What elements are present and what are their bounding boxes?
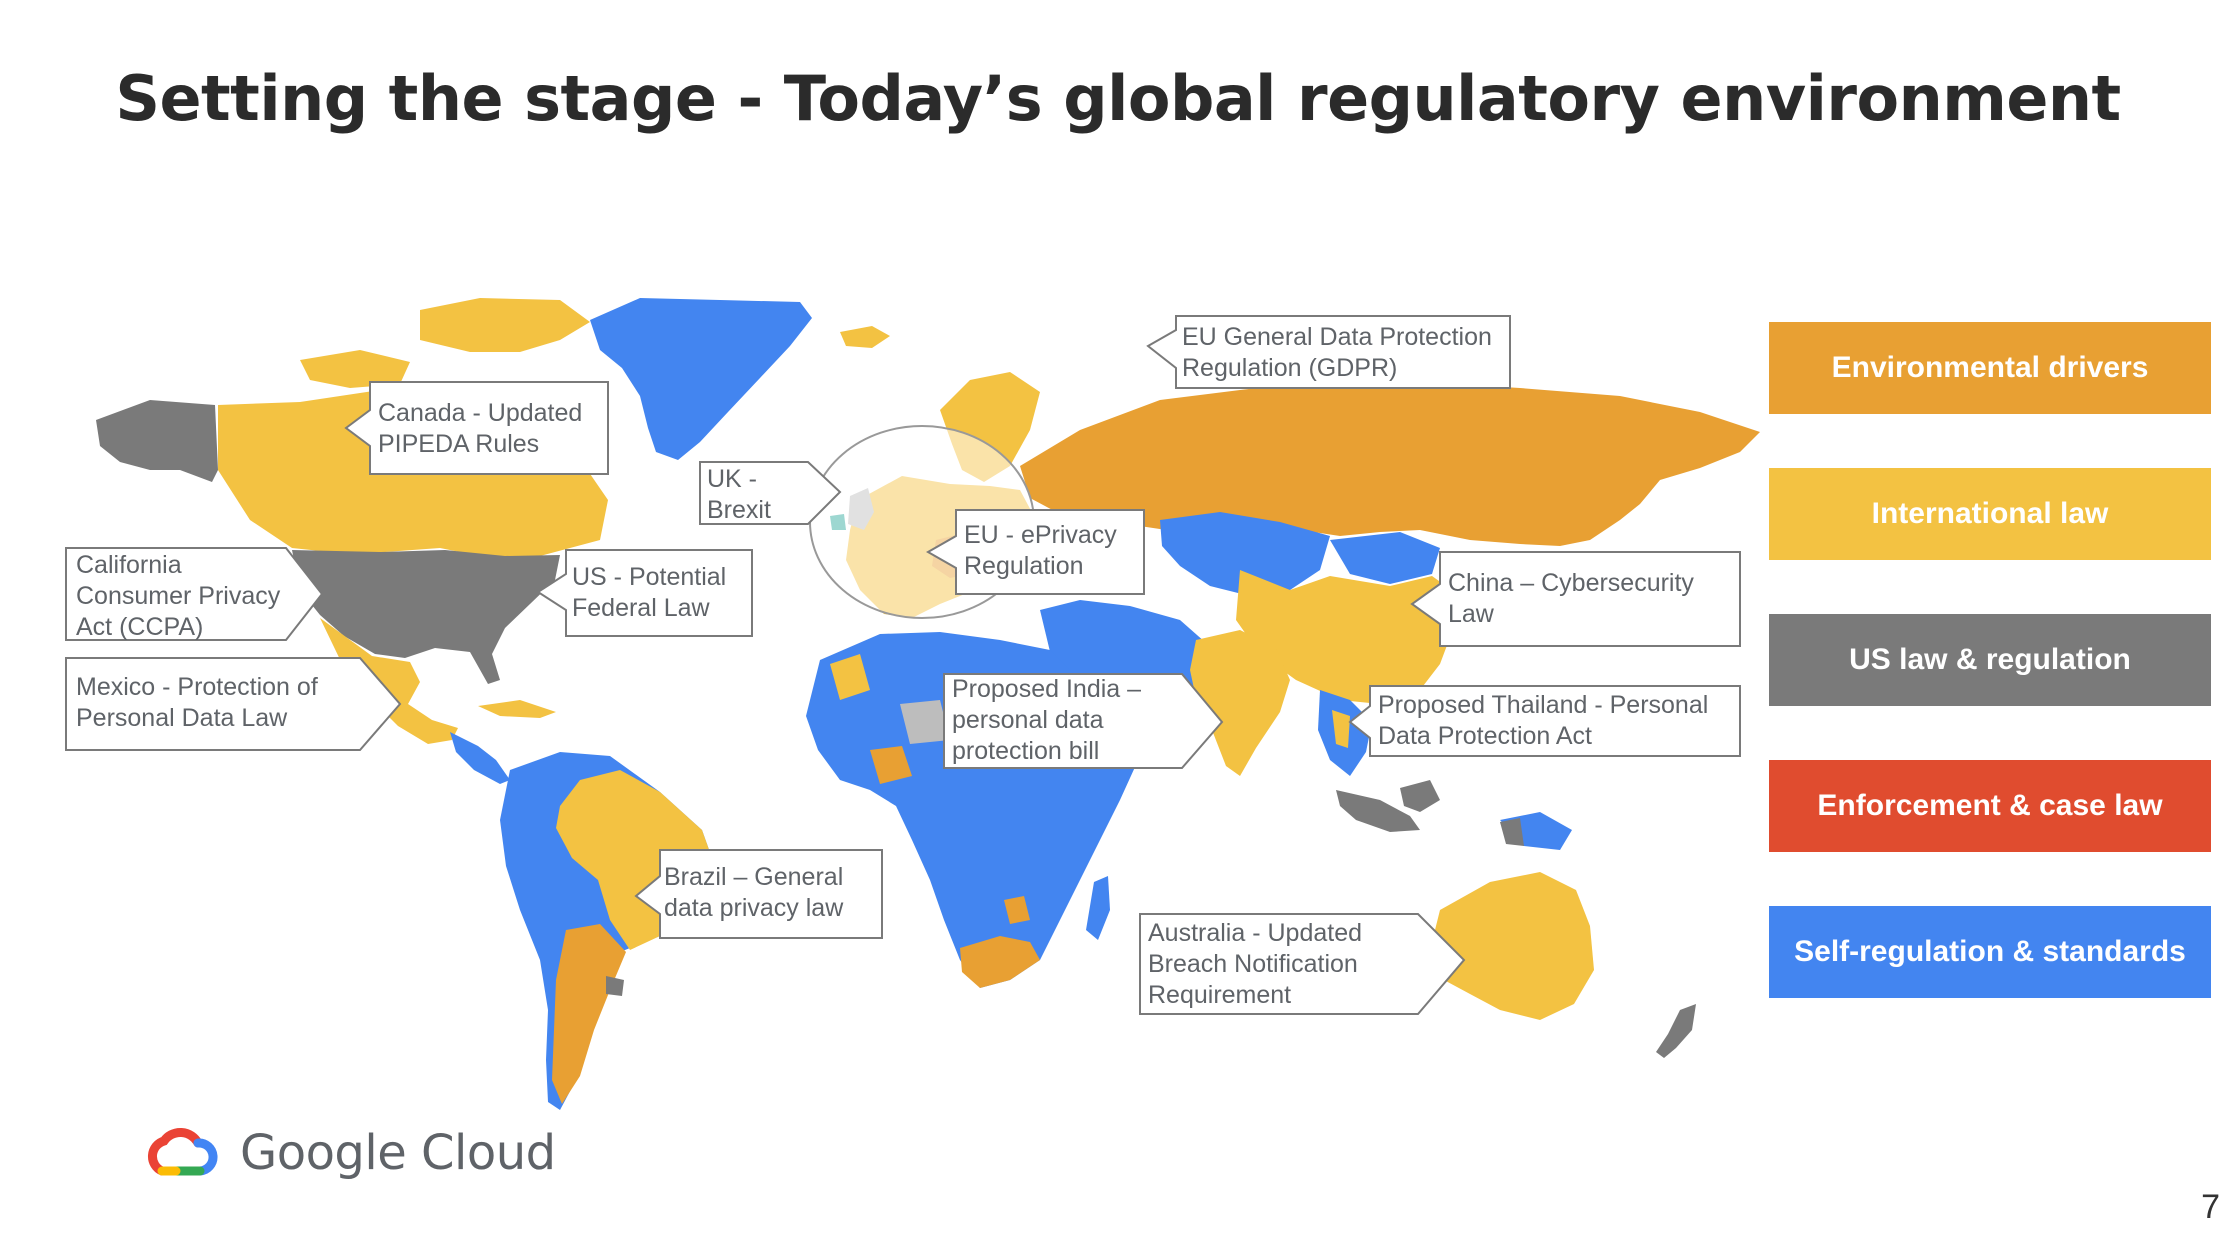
region-greenland	[590, 298, 812, 460]
callout-box-canada	[344, 381, 609, 475]
legend-label: US law & regulation	[1849, 643, 2131, 676]
logo-text: Google Cloud	[240, 1125, 556, 1181]
region-north-africa-accent	[830, 654, 870, 700]
region-borneo	[1400, 780, 1440, 812]
google-cloud-logo: Google Cloud	[142, 1118, 556, 1188]
legend-label: Self-regulation & standards	[1794, 935, 2186, 968]
callout-box-mexico	[65, 657, 402, 751]
region-arctic-islands-2	[300, 350, 410, 388]
region-nigeria	[870, 746, 912, 784]
callout-box-uk	[699, 461, 842, 525]
callout-box-australia	[1139, 913, 1466, 1015]
legend-us-law-regulation: US law & regulation	[1769, 614, 2211, 706]
region-mongolia	[1330, 532, 1440, 584]
callout-box-eu-gdpr	[1146, 315, 1511, 389]
callout-box-eu-eprivacy	[925, 509, 1145, 595]
region-new-zealand	[1656, 1004, 1696, 1058]
region-thailand	[1332, 710, 1350, 748]
callout-box-brazil	[634, 849, 883, 939]
region-china	[1236, 570, 1460, 704]
callout-box-thailand	[1348, 685, 1741, 757]
page-number: 7	[2201, 1188, 2220, 1226]
region-indonesia	[1336, 790, 1420, 832]
region-central-asia	[1160, 512, 1330, 596]
region-arctic-islands	[420, 298, 590, 352]
region-argentina	[552, 924, 626, 1104]
region-russia	[1020, 380, 1760, 546]
region-alaska	[96, 400, 218, 482]
region-uruguay	[606, 976, 624, 996]
google-cloud-icon	[148, 1127, 218, 1176]
region-central-america	[450, 732, 510, 784]
region-usa	[292, 550, 560, 684]
legend-international-law: International law	[1769, 468, 2211, 560]
legend-environmental-drivers: Environmental drivers	[1769, 322, 2211, 414]
legend-label: Environmental drivers	[1831, 351, 2149, 384]
legend-label: Enforcement & case law	[1817, 789, 2163, 822]
region-australia	[1430, 872, 1594, 1020]
region-papua-west	[1500, 818, 1524, 846]
callout-box-us-federal	[536, 549, 753, 637]
region-india	[1190, 630, 1290, 776]
region-madagascar	[1086, 876, 1110, 940]
slide-title: Setting the stage - Today’s global regul…	[115, 62, 2121, 135]
region-east-africa-accent	[1004, 896, 1030, 924]
region-sahel-gray	[900, 700, 950, 744]
legend-enforcement-case-law: Enforcement & case law	[1769, 760, 2211, 852]
callout-box-india	[943, 673, 1224, 769]
region-south-africa	[960, 936, 1040, 988]
legend-label: International law	[1871, 497, 2109, 530]
callout-box-california	[65, 547, 324, 641]
region-caribbean	[478, 700, 556, 718]
callout-box-china	[1410, 551, 1741, 647]
legend-self-regulation-standards: Self-regulation & standards	[1769, 906, 2211, 998]
region-iceland	[840, 326, 890, 348]
region-mexico	[320, 618, 458, 744]
